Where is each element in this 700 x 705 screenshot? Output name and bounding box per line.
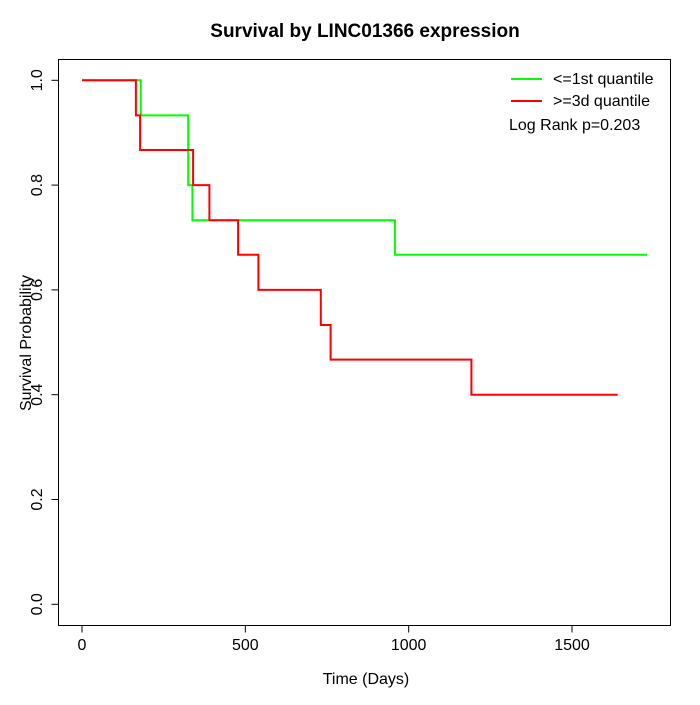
- legend-label-first-quantile: <=1st quantile: [553, 71, 654, 88]
- x-tick-label: 1500: [554, 637, 590, 654]
- chart-title: Survival by LINC01366 expression: [210, 21, 519, 42]
- x-axis-ticks: 0 500 1000 1500: [78, 625, 590, 654]
- y-tick-label: 0.4: [29, 383, 46, 405]
- x-tick-label: 500: [232, 637, 259, 654]
- y-tick-label: 0.2: [29, 488, 46, 510]
- survival-curves: [82, 79, 648, 396]
- y-tick-label: 0.0: [29, 593, 46, 615]
- y-tick-label: 0.6: [29, 279, 46, 301]
- x-axis-label: Time (Days): [323, 671, 410, 688]
- y-axis-ticks: 0.0 0.2 0.4 0.6 0.8 1.0: [29, 69, 59, 615]
- legend: <=1st quantile >=3d quantile Log Rank p=…: [509, 71, 654, 134]
- legend-label-third-quantile: >=3d quantile: [553, 93, 650, 110]
- survival-curve: [82, 79, 648, 256]
- y-tick-label: 0.8: [29, 174, 46, 196]
- y-tick-label: 1.0: [29, 69, 46, 91]
- log-rank-annotation: Log Rank p=0.203: [509, 117, 640, 134]
- plot-area-border: [58, 59, 671, 626]
- x-tick-label: 1000: [391, 637, 427, 654]
- x-tick-label: 0: [78, 637, 87, 654]
- y-axis-label: Survival Probability: [18, 275, 35, 411]
- survival-curve: [82, 79, 618, 396]
